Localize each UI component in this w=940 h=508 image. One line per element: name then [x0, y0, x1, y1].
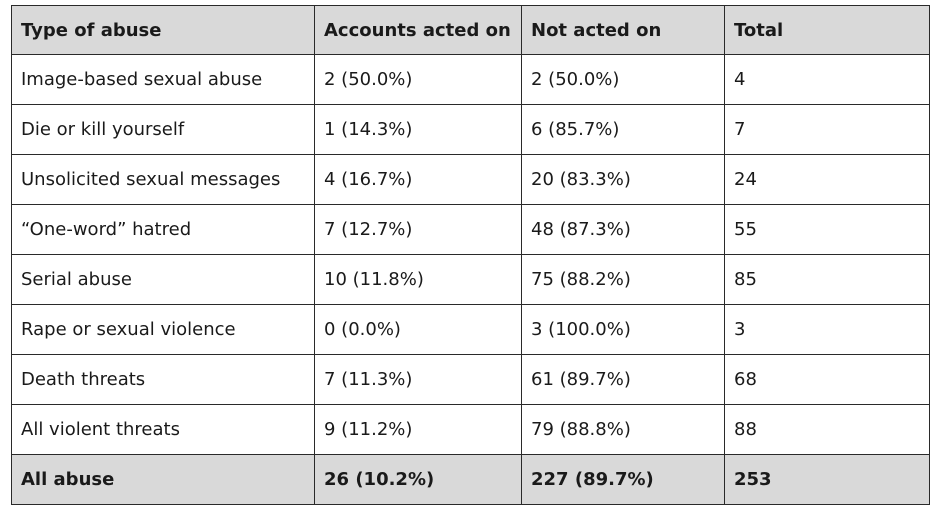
table-header: Type of abuse Accounts acted on Not acte…	[11, 5, 930, 55]
cell-total: 85	[724, 254, 930, 305]
header-not-acted-on: Not acted on	[521, 5, 725, 55]
cell-type: All violent threats	[11, 404, 315, 455]
cell-not-acted-on: 48 (87.3%)	[521, 204, 725, 255]
cell-acted-on: 10 (11.8%)	[314, 254, 522, 305]
table-body: Image-based sexual abuse 2 (50.0%) 2 (50…	[11, 54, 930, 455]
cell-total: 24	[724, 154, 930, 205]
table-row: Death threats 7 (11.3%) 61 (89.7%) 68	[11, 354, 930, 405]
total-label: All abuse	[11, 454, 315, 505]
total-acted-on: 26 (10.2%)	[314, 454, 522, 505]
total-row: All abuse 26 (10.2%) 227 (89.7%) 253	[11, 454, 930, 505]
cell-acted-on: 0 (0.0%)	[314, 304, 522, 355]
header-type-of-abuse: Type of abuse	[11, 5, 315, 55]
cell-not-acted-on: 6 (85.7%)	[521, 104, 725, 155]
cell-total: 7	[724, 104, 930, 155]
cell-acted-on: 2 (50.0%)	[314, 54, 522, 105]
cell-not-acted-on: 3 (100.0%)	[521, 304, 725, 355]
cell-acted-on: 9 (11.2%)	[314, 404, 522, 455]
table-row: Unsolicited sexual messages 4 (16.7%) 20…	[11, 154, 930, 205]
cell-type: “One-word” hatred	[11, 204, 315, 255]
cell-total: 88	[724, 404, 930, 455]
table-footer: All abuse 26 (10.2%) 227 (89.7%) 253	[11, 454, 930, 505]
total-count: 253	[724, 454, 930, 505]
cell-not-acted-on: 2 (50.0%)	[521, 54, 725, 105]
cell-acted-on: 1 (14.3%)	[314, 104, 522, 155]
cell-total: 4	[724, 54, 930, 105]
cell-not-acted-on: 61 (89.7%)	[521, 354, 725, 405]
table-row: All violent threats 9 (11.2%) 79 (88.8%)…	[11, 404, 930, 455]
table-row: Die or kill yourself 1 (14.3%) 6 (85.7%)…	[11, 104, 930, 155]
cell-not-acted-on: 75 (88.2%)	[521, 254, 725, 305]
cell-acted-on: 4 (16.7%)	[314, 154, 522, 205]
header-accounts-acted-on: Accounts acted on	[314, 5, 522, 55]
table-row: Rape or sexual violence 0 (0.0%) 3 (100.…	[11, 304, 930, 355]
cell-acted-on: 7 (11.3%)	[314, 354, 522, 405]
table-row: “One-word” hatred 7 (12.7%) 48 (87.3%) 5…	[11, 204, 930, 255]
cell-total: 55	[724, 204, 930, 255]
header-total: Total	[724, 5, 930, 55]
cell-type: Unsolicited sexual messages	[11, 154, 315, 205]
cell-total: 3	[724, 304, 930, 355]
cell-type: Die or kill yourself	[11, 104, 315, 155]
table-row: Image-based sexual abuse 2 (50.0%) 2 (50…	[11, 54, 930, 105]
cell-not-acted-on: 79 (88.8%)	[521, 404, 725, 455]
cell-type: Death threats	[11, 354, 315, 405]
cell-total: 68	[724, 354, 930, 405]
cell-type: Image-based sexual abuse	[11, 54, 315, 105]
cell-type: Serial abuse	[11, 254, 315, 305]
table-row: Serial abuse 10 (11.8%) 75 (88.2%) 85	[11, 254, 930, 305]
cell-type: Rape or sexual violence	[11, 304, 315, 355]
header-row: Type of abuse Accounts acted on Not acte…	[11, 5, 930, 55]
abuse-table: Type of abuse Accounts acted on Not acte…	[11, 5, 930, 505]
cell-acted-on: 7 (12.7%)	[314, 204, 522, 255]
total-not-acted-on: 227 (89.7%)	[521, 454, 725, 505]
cell-not-acted-on: 20 (83.3%)	[521, 154, 725, 205]
